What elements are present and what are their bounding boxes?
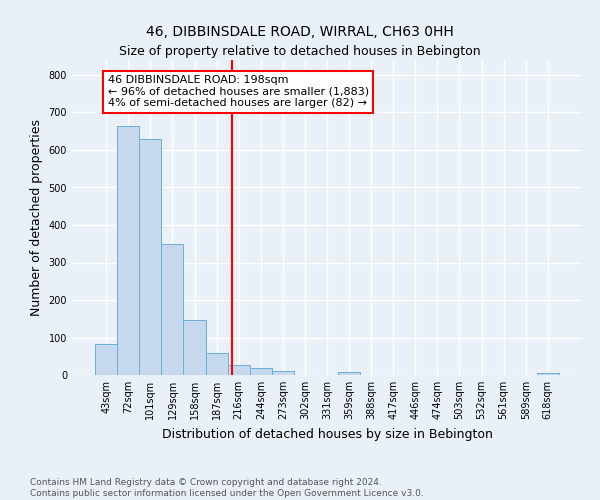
Bar — [161, 244, 184, 375]
Bar — [206, 352, 227, 375]
Bar — [95, 344, 117, 375]
Bar — [272, 371, 294, 375]
Bar — [184, 320, 206, 375]
Bar — [250, 368, 272, 375]
Bar — [537, 373, 559, 375]
Text: Contains HM Land Registry data © Crown copyright and database right 2024.
Contai: Contains HM Land Registry data © Crown c… — [30, 478, 424, 498]
Text: 46 DIBBINSDALE ROAD: 198sqm
← 96% of detached houses are smaller (1,883)
4% of s: 46 DIBBINSDALE ROAD: 198sqm ← 96% of det… — [107, 75, 368, 108]
Text: 46, DIBBINSDALE ROAD, WIRRAL, CH63 0HH: 46, DIBBINSDALE ROAD, WIRRAL, CH63 0HH — [146, 25, 454, 39]
Bar — [139, 138, 161, 375]
Text: Size of property relative to detached houses in Bebington: Size of property relative to detached ho… — [119, 45, 481, 58]
Y-axis label: Number of detached properties: Number of detached properties — [30, 119, 43, 316]
Bar — [117, 126, 139, 375]
X-axis label: Distribution of detached houses by size in Bebington: Distribution of detached houses by size … — [161, 428, 493, 440]
Bar — [338, 372, 360, 375]
Bar — [227, 364, 250, 375]
